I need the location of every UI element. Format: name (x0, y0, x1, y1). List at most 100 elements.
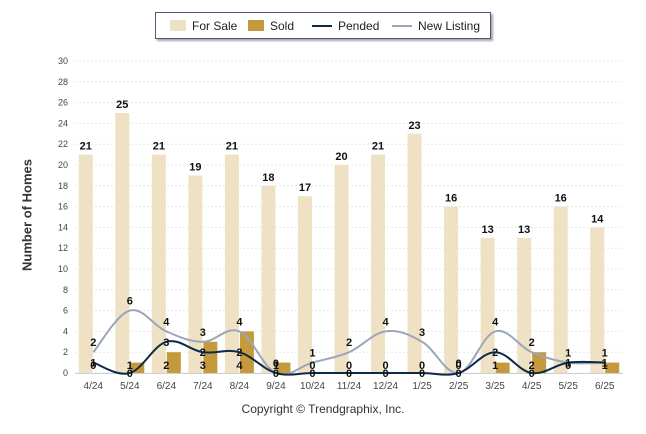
data-label-new-listing: 1 (565, 348, 571, 360)
data-label-for-sale: 23 (408, 120, 420, 132)
data-label-sold: 0 (90, 360, 96, 372)
bar-for-sale (517, 237, 532, 373)
bar-for-sale (151, 154, 166, 373)
data-label-new-listing: 2 (529, 337, 535, 349)
data-label-sold: 0 (456, 360, 462, 372)
x-tick-label: 4/24 (84, 381, 104, 392)
x-tick-label: 8/24 (230, 381, 250, 392)
bar-for-sale (115, 113, 130, 373)
y-tick-label: 12 (58, 243, 68, 253)
chart-legend: For Sale Sold Pended New Listing (155, 12, 491, 39)
data-label-for-sale: 18 (262, 172, 274, 184)
data-label-for-sale: 16 (445, 193, 457, 205)
data-label-sold: 1 (492, 360, 498, 372)
bar-sold (166, 352, 181, 373)
y-tick-label: 14 (58, 222, 68, 232)
y-tick-label: 22 (58, 139, 68, 149)
data-label-new-listing: 1 (309, 348, 315, 360)
x-tick-label: 1/25 (412, 381, 432, 392)
data-label-pended: 0 (419, 368, 425, 380)
bar-sold (605, 362, 620, 373)
data-label-sold: 0 (346, 360, 352, 372)
data-label-sold: 1 (602, 360, 608, 372)
data-label-new-listing: 3 (419, 327, 425, 339)
data-label-new-listing: 4 (382, 316, 389, 328)
legend-swatch-for-sale (170, 20, 186, 31)
bar-for-sale (553, 206, 568, 373)
legend-label-sold: Sold (270, 18, 295, 33)
legend-item-pended: Pended (312, 13, 379, 38)
legend-swatch-sold (248, 20, 264, 31)
line-pended (92, 340, 605, 376)
copyright-text: Copyright © Trendgraphix, Inc. (241, 402, 405, 416)
bar-sold (495, 362, 510, 373)
data-label-for-sale: 21 (80, 141, 92, 153)
bar-for-sale (188, 175, 203, 373)
data-label-for-sale: 13 (482, 224, 494, 236)
y-tick-label: 30 (58, 56, 68, 66)
data-label-pended: 0 (456, 368, 462, 380)
data-label-sold: 0 (309, 360, 315, 372)
bar-for-sale (444, 206, 459, 373)
data-label-for-sale: 13 (518, 224, 530, 236)
y-tick-label: 28 (58, 77, 68, 87)
y-tick-label: 0 (63, 368, 68, 378)
bar-for-sale (334, 165, 349, 373)
data-label-new-listing: 0 (456, 358, 462, 370)
data-label-for-sale: 16 (555, 193, 567, 205)
x-tick-label: 5/25 (558, 381, 578, 392)
bar-for-sale (78, 154, 93, 373)
data-label-for-sale: 20 (335, 151, 347, 163)
y-tick-label: 10 (58, 264, 68, 274)
bar-for-sale (261, 185, 276, 373)
data-label-new-listing: 4 (163, 316, 170, 328)
x-tick-label: 5/24 (120, 381, 140, 392)
legend-label-new-listing: New Listing (418, 18, 481, 33)
bar-sold (276, 362, 291, 373)
data-label-new-listing: 4 (492, 316, 499, 328)
y-tick-label: 18 (58, 181, 68, 191)
legend-label-for-sale: For Sale (192, 18, 238, 33)
data-label-pended: 0 (273, 368, 279, 380)
data-label-pended: 1 (565, 358, 571, 370)
y-axis-title: Number of Homes (19, 159, 35, 271)
bar-for-sale (590, 227, 605, 373)
x-tick-label: 3/25 (485, 381, 505, 392)
x-tick-label: 10/24 (300, 381, 325, 392)
data-label-sold: 1 (273, 360, 279, 372)
data-label-pended: 0 (309, 368, 315, 380)
y-tick-label: 26 (58, 98, 68, 108)
legend-item-sold: Sold (248, 13, 294, 38)
y-tick-label: 8 (63, 285, 68, 295)
bar-for-sale (480, 237, 495, 373)
x-tick-label: 6/24 (157, 381, 177, 392)
data-label-pended: 2 (200, 347, 206, 359)
data-label-sold: 1 (127, 360, 133, 372)
data-label-for-sale: 21 (226, 141, 238, 153)
data-label-new-listing: 6 (127, 296, 133, 308)
legend-item-new-listing: New Listing (392, 13, 480, 38)
data-label-pended: 0 (127, 368, 133, 380)
data-label-sold: 0 (419, 360, 425, 372)
bar-for-sale (297, 196, 312, 373)
legend-swatch-new-listing (392, 24, 412, 27)
data-label-pended: 2 (236, 347, 242, 359)
data-label-pended: 1 (90, 358, 96, 370)
data-label-sold: 0 (382, 360, 388, 372)
data-label-for-sale: 17 (299, 182, 311, 194)
x-tick-label: 7/24 (193, 381, 213, 392)
data-label-sold: 0 (565, 360, 571, 372)
x-tick-label: 6/25 (595, 381, 615, 392)
data-label-sold: 4 (236, 360, 243, 372)
y-tick-label: 16 (58, 202, 68, 212)
data-label-for-sale: 19 (189, 161, 201, 173)
data-label-new-listing: 4 (236, 316, 243, 328)
bar-for-sale (371, 154, 386, 373)
bar-for-sale (224, 154, 239, 373)
data-label-new-listing: 3 (200, 327, 206, 339)
x-tick-label: 12/24 (373, 381, 398, 392)
data-label-sold: 2 (163, 360, 169, 372)
data-label-new-listing: 2 (90, 337, 96, 349)
data-label-new-listing: 1 (602, 348, 608, 360)
data-label-for-sale: 14 (591, 213, 604, 225)
